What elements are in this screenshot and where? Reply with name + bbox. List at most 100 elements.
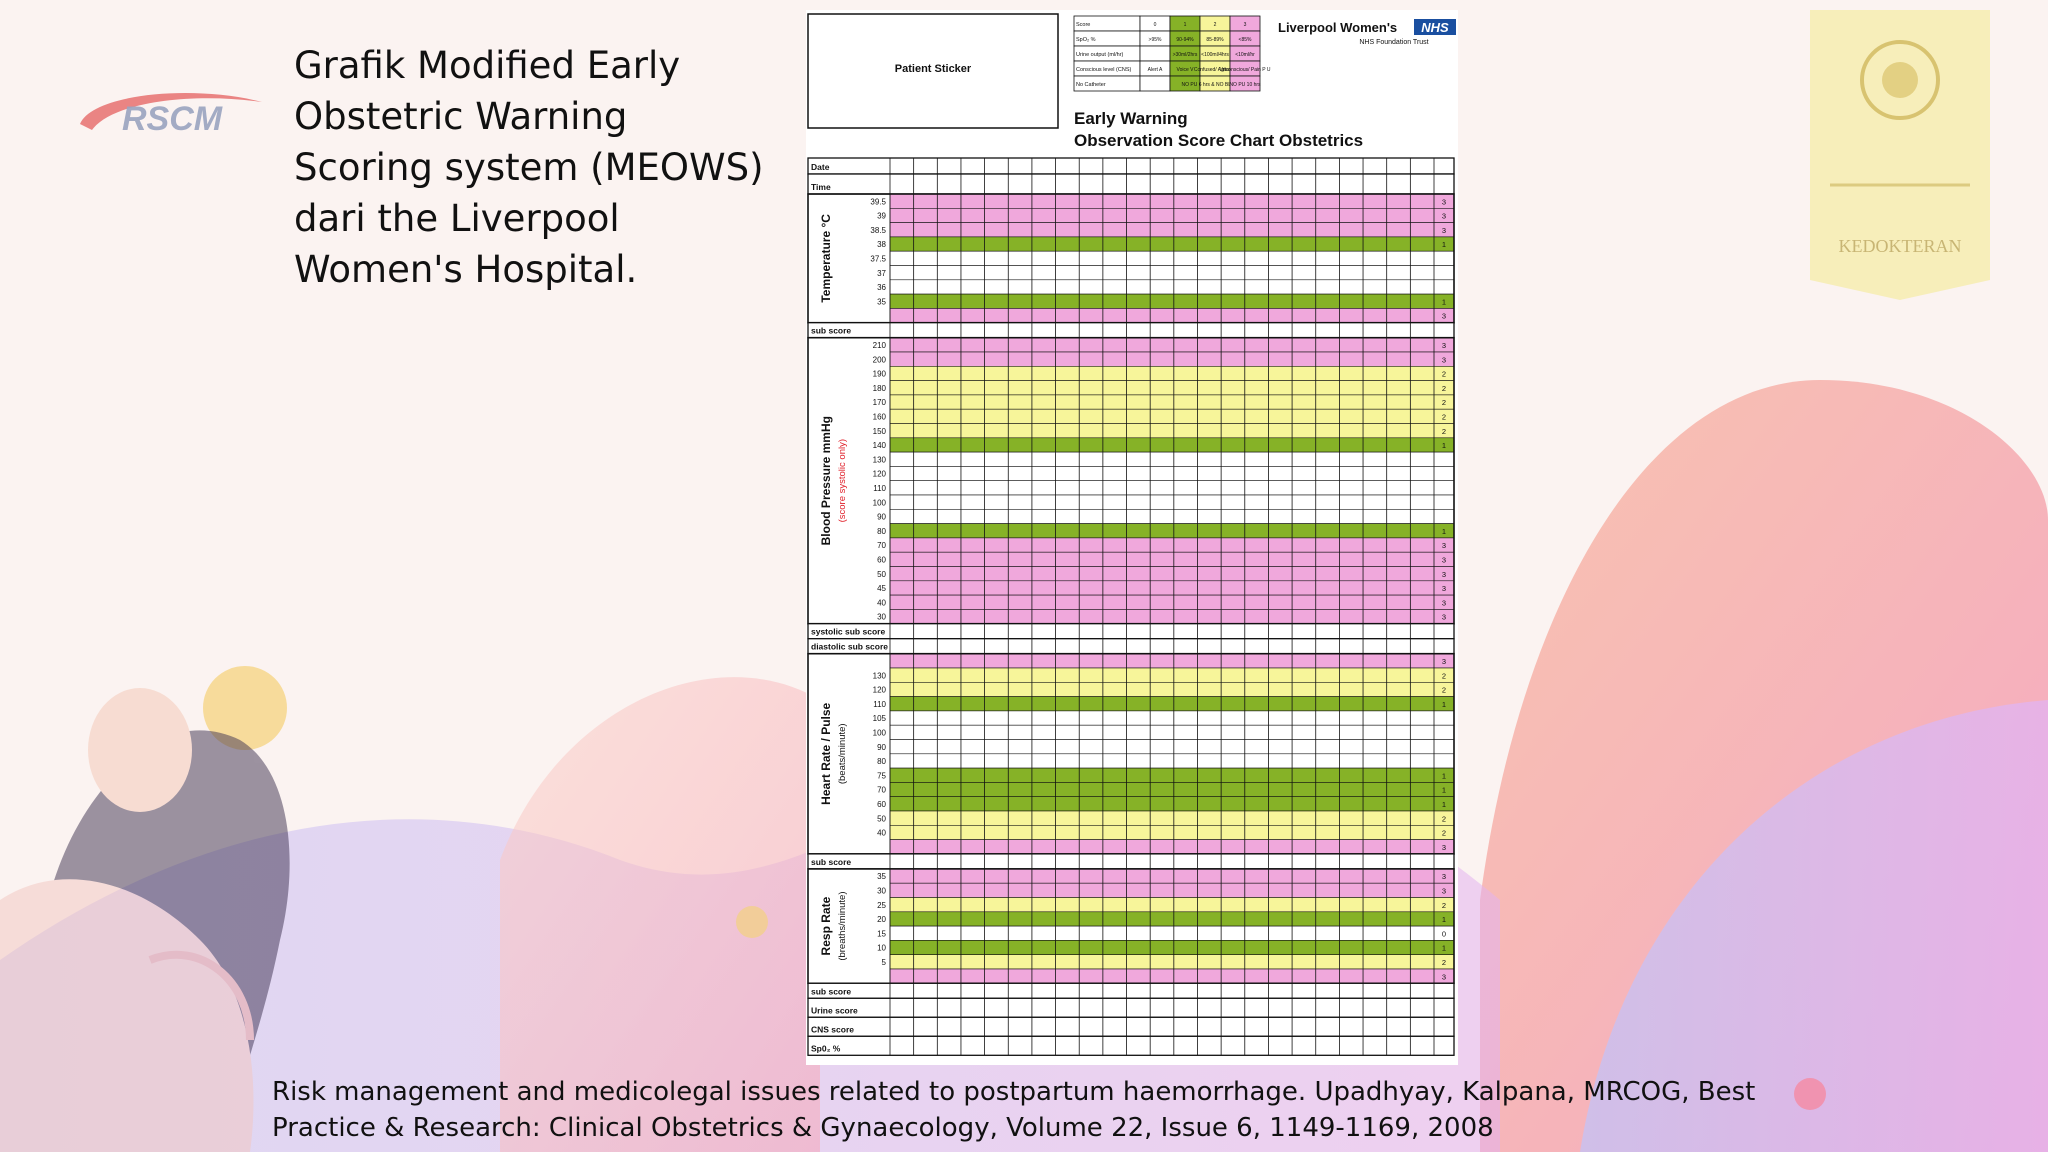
vital-row-value: 35 <box>877 297 886 306</box>
small-yellow-dot <box>736 906 768 938</box>
key-row-label: No Catheter <box>1076 82 1106 88</box>
meows-chart-svg: Patient Sticker Score 0 1 2 3 SpO₂ % >95% 90-94%… <box>807 13 1456 1056</box>
vital-row-score: 2 <box>1442 370 1446 379</box>
vital-row-band <box>889 824 1455 840</box>
chart-heading-1: Early Warning <box>1074 109 1188 128</box>
section-sublabel: (score systolic only) <box>837 439 848 522</box>
sub-score-label: sub score <box>811 986 851 996</box>
section-label: Blood Pressure mmHg <box>819 416 833 545</box>
vital-row-band <box>889 523 1455 539</box>
nhs-logo-text: NHS <box>1421 20 1449 35</box>
key-row-label: SpO₂ % <box>1076 37 1096 43</box>
vital-row-value: 80 <box>877 527 886 536</box>
section-sublabel: (breaths/minute) <box>837 892 848 961</box>
university-logo-text: KEDOKTERAN <box>1839 236 1962 256</box>
key-cell-text: 3 <box>1244 22 1247 28</box>
key-cell-text: 1 <box>1184 22 1187 28</box>
vital-row-value: 200 <box>873 355 887 364</box>
vital-row-score: 2 <box>1442 686 1446 695</box>
sub-score-label: sub score <box>811 857 851 867</box>
vital-row-score: 3 <box>1442 355 1446 364</box>
pink-dot <box>1794 1078 1826 1110</box>
vital-row-score: 1 <box>1442 240 1446 249</box>
vital-row-band <box>889 494 1455 510</box>
vital-row-band <box>889 380 1455 396</box>
vital-row-value: 180 <box>873 384 887 393</box>
nhs-logo-box <box>1414 19 1456 35</box>
vital-row-band <box>889 767 1455 783</box>
spo2-label: Sp0₂ % <box>811 1043 841 1053</box>
urine-score-label: Urine score <box>811 1005 858 1015</box>
key-cell <box>1139 45 1171 62</box>
vital-row-value: 100 <box>873 498 887 507</box>
meows-chart: Patient Sticker Score 0 1 2 3 SpO₂ % >95% 90-94%… <box>806 10 1458 1065</box>
brand-name: Liverpool Women's <box>1278 20 1397 35</box>
vital-row-value: 60 <box>877 556 886 565</box>
vital-row-score: 2 <box>1442 413 1446 422</box>
vital-row-score: 1 <box>1442 700 1446 709</box>
vital-row-score: 3 <box>1442 598 1446 607</box>
vital-row-score: 3 <box>1442 312 1446 321</box>
vital-row-value: 25 <box>877 901 886 910</box>
section-label: Temperature °C <box>819 214 833 303</box>
section-label: Heart Rate / Pulse <box>819 702 833 804</box>
vital-row-band <box>889 365 1455 381</box>
key-row-label: Conscious level (CNS) <box>1076 67 1131 73</box>
key-cell-text: >30ml/2hrs <box>1173 52 1198 58</box>
vital-row-score: 1 <box>1442 441 1446 450</box>
vital-row-value: 40 <box>877 598 886 607</box>
vital-row-value: 110 <box>873 700 886 709</box>
key-cell-text: >95% <box>1149 37 1162 43</box>
vital-row-band <box>889 293 1455 309</box>
vital-row-value: 90 <box>877 513 886 522</box>
sub-score-row <box>807 982 1455 999</box>
pink-wave <box>500 677 820 1152</box>
vital-row-band <box>889 566 1455 582</box>
vital-row-value: 120 <box>873 686 887 695</box>
key-cell <box>1229 75 1261 92</box>
vital-row-value: 45 <box>877 584 886 593</box>
vital-row-value: 210 <box>873 341 887 350</box>
vital-row-value: 39 <box>877 212 886 221</box>
vital-row-band <box>889 839 1455 855</box>
key-cell-text: 0 <box>1154 22 1157 28</box>
vital-row-band <box>889 394 1455 410</box>
vital-row-score: 1 <box>1442 944 1446 953</box>
vital-row-band <box>889 580 1455 596</box>
vital-row-band <box>889 594 1455 610</box>
section-sublabel: (beats/minute) <box>837 723 848 784</box>
key-cell-text: 90-94% <box>1176 37 1194 43</box>
vital-row-band <box>889 308 1455 323</box>
vital-row-score: 2 <box>1442 901 1446 910</box>
vital-row-score: 3 <box>1442 843 1446 852</box>
vital-row-band <box>889 537 1455 553</box>
vital-row-band <box>889 609 1455 625</box>
vital-row-band <box>889 508 1455 524</box>
vital-row-value: 40 <box>877 829 886 838</box>
vital-row-value: 38.5 <box>870 226 886 235</box>
vital-row-value: 75 <box>877 771 886 780</box>
vital-row-band <box>889 810 1455 826</box>
section-label: Resp Rate <box>819 896 833 955</box>
key-cell-text: Confused/ Agitated <box>1194 67 1236 73</box>
vital-row-value: 50 <box>877 570 886 579</box>
key-row-label: Urine output (ml/hr) <box>1076 52 1124 58</box>
vital-row-band <box>889 423 1455 439</box>
vital-row-band <box>889 437 1455 453</box>
vital-row-band <box>889 667 1455 683</box>
vital-row-value: 150 <box>873 427 887 436</box>
vital-row-value: 170 <box>873 398 887 407</box>
vital-row-value: 60 <box>877 800 886 809</box>
vital-row-score: 2 <box>1442 384 1446 393</box>
vital-row-score: 3 <box>1442 556 1446 565</box>
university-logo: KEDOKTERAN <box>1810 10 1990 300</box>
vital-row-band <box>889 782 1455 798</box>
sub-score-label: sub score <box>811 326 851 336</box>
yellow-dot <box>203 666 287 750</box>
vital-row-band <box>889 451 1455 467</box>
diastolic-sub-score-row <box>807 638 1455 655</box>
vital-row-value: 70 <box>877 541 886 550</box>
vital-row-value: 5 <box>882 958 887 967</box>
vital-row-value: 70 <box>877 786 886 795</box>
vital-row-score: 0 <box>1442 929 1446 938</box>
